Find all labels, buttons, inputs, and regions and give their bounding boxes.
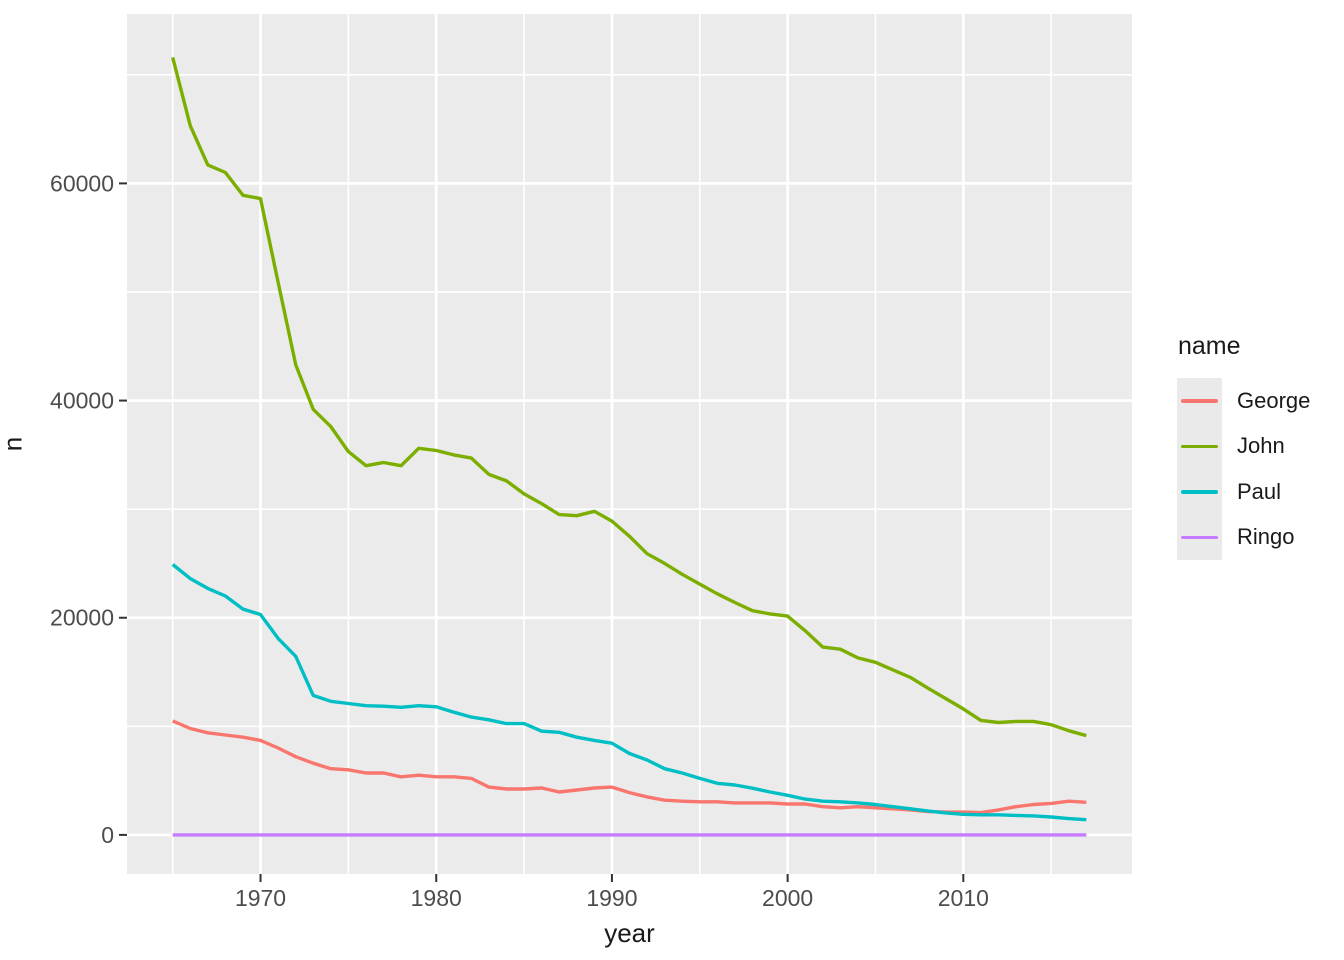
x-axis-tick-label: 1980 xyxy=(411,885,462,911)
legend-item-george: George xyxy=(1177,378,1343,424)
x-axis-tick-label: 1970 xyxy=(235,885,286,911)
legend-label: George xyxy=(1237,387,1311,413)
series-line-john xyxy=(171,56,1087,738)
legend: name George John Paul Ringo xyxy=(1177,332,1343,560)
series-line-paul xyxy=(171,563,1087,822)
legend-key xyxy=(1177,469,1222,515)
y-axis-title: n xyxy=(0,436,28,452)
legend-label: John xyxy=(1237,433,1285,459)
legend-key-line-icon xyxy=(1181,490,1218,494)
x-axis-title: year xyxy=(604,918,655,948)
y-axis-tick-label: 60000 xyxy=(50,170,114,196)
legend-key-line-icon xyxy=(1181,444,1218,448)
legend-title: name xyxy=(1178,332,1241,360)
x-axis-tick-label: 2010 xyxy=(938,885,989,911)
legend-key xyxy=(1177,378,1222,424)
y-axis-tick-label: 20000 xyxy=(50,605,114,631)
legend-key-line-icon xyxy=(1181,535,1218,539)
y-axis-tick-label: 40000 xyxy=(50,388,114,414)
legend-key xyxy=(1177,423,1222,469)
legend-label: Ringo xyxy=(1237,524,1295,550)
y-axis-tick-label: 0 xyxy=(101,822,114,848)
panel-background xyxy=(127,14,1132,874)
legend-key-line-icon xyxy=(1181,399,1218,403)
legend-item-paul: Paul xyxy=(1177,469,1343,515)
x-axis-tick-label: 2000 xyxy=(762,885,813,911)
legend-label: Paul xyxy=(1237,478,1282,504)
legend-item-john: John xyxy=(1177,423,1343,469)
legend-items: George John Paul Ringo xyxy=(1177,378,1343,560)
legend-item-ringo: Ringo xyxy=(1177,514,1343,560)
legend-key xyxy=(1177,514,1222,560)
x-axis-tick-label: 1990 xyxy=(586,885,637,911)
